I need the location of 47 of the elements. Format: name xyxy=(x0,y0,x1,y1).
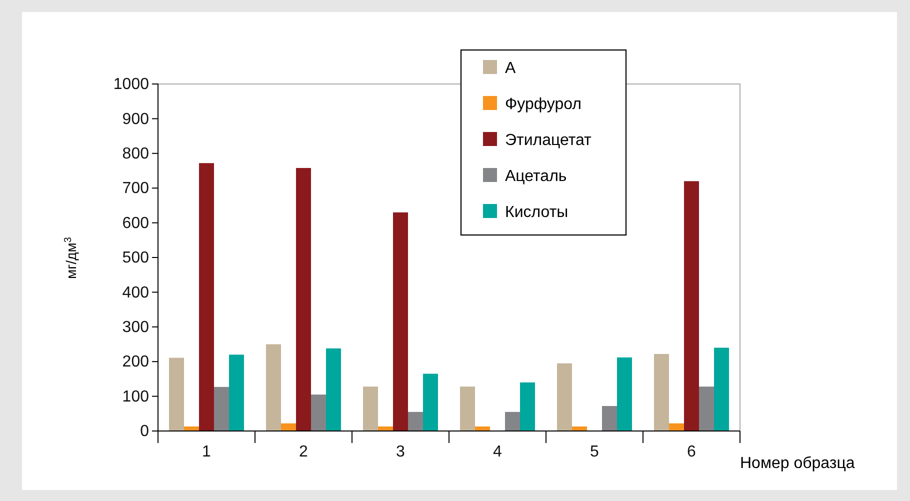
bar xyxy=(326,348,341,431)
bar xyxy=(669,423,684,431)
y-tick-label: 300 xyxy=(122,319,150,336)
bar xyxy=(199,163,214,431)
bar xyxy=(169,358,184,431)
y-tick-label: 400 xyxy=(122,284,150,302)
bar xyxy=(520,382,535,431)
bar xyxy=(684,181,699,431)
bar xyxy=(214,386,229,431)
legend-label: Фурфурол xyxy=(505,96,582,113)
bar xyxy=(281,423,296,431)
bar xyxy=(393,212,408,431)
y-tick-label: 500 xyxy=(122,250,150,267)
bar xyxy=(714,348,729,431)
bar xyxy=(460,386,475,431)
legend-label: Кислоты xyxy=(505,204,568,221)
y-tick-label: 700 xyxy=(122,180,150,198)
x-tick-label: 5 xyxy=(590,443,600,460)
y-tick-label: 0 xyxy=(140,423,150,440)
y-tick-label: 200 xyxy=(122,354,150,371)
bar xyxy=(617,357,632,431)
bar xyxy=(311,394,326,431)
legend-label: Этилацетат xyxy=(505,132,592,149)
y-tick-label: 1000 xyxy=(113,76,150,94)
bar xyxy=(423,374,438,431)
x-tick-label: 6 xyxy=(687,443,696,460)
bar xyxy=(296,168,311,431)
bar xyxy=(699,386,714,431)
bar xyxy=(363,386,378,431)
bar xyxy=(229,354,244,431)
bar xyxy=(266,344,281,431)
bar xyxy=(557,363,572,431)
y-tick-label: 900 xyxy=(122,110,150,128)
y-tick-label: 600 xyxy=(122,214,150,232)
bar xyxy=(602,406,617,431)
y-tick-label: 800 xyxy=(122,146,150,163)
x-tick-label: 1 xyxy=(202,443,212,460)
y-tick-label: 100 xyxy=(122,388,150,406)
legend-label: Ацеталь xyxy=(505,168,567,185)
x-axis-title: Номер образца xyxy=(740,455,855,472)
bar xyxy=(408,412,423,431)
x-tick-label: 2 xyxy=(299,443,308,460)
x-tick-label: 3 xyxy=(396,443,406,460)
x-tick-label: 4 xyxy=(493,443,502,460)
bar xyxy=(505,412,520,431)
bar xyxy=(654,354,669,431)
legend-label: А xyxy=(505,60,516,77)
